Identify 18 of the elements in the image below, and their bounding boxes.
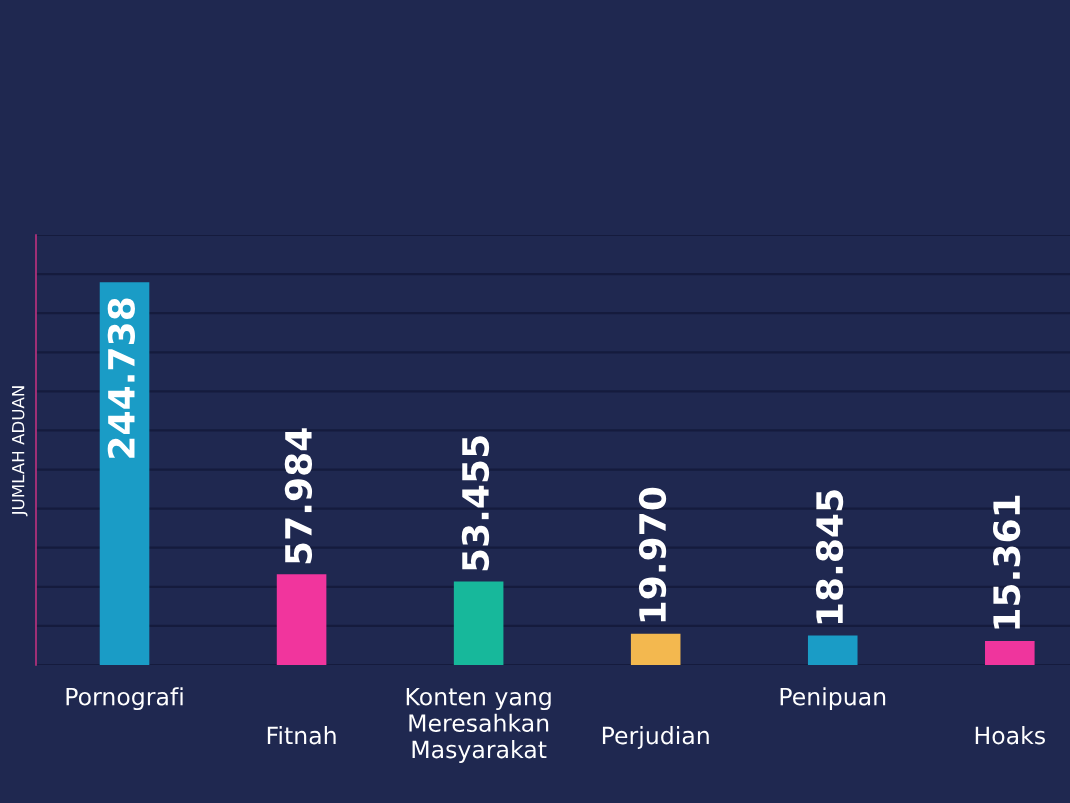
- data-label: 18.845: [815, 490, 844, 624]
- x-tick-label: Perjudian: [602, 726, 709, 749]
- bar: [630, 633, 681, 665]
- bar: [453, 581, 504, 665]
- x-tick-label: Konten yang Meresahkan Masyarakat: [406, 687, 551, 763]
- y-axis-title: JUMLAH ADUAN: [12, 386, 28, 517]
- bar: [276, 574, 327, 665]
- x-tick-label: Pornografi: [66, 687, 183, 711]
- data-label: 15.361: [992, 495, 1021, 629]
- x-tick-label: Hoaks: [975, 726, 1045, 745]
- x-tick-label: Fitnah: [267, 726, 336, 745]
- bar: [807, 635, 858, 665]
- data-label: 53.455: [461, 436, 490, 571]
- bar: [985, 640, 1035, 665]
- data-label: 244.738: [107, 298, 136, 458]
- data-label: 57.984: [284, 428, 313, 564]
- x-tick-label: Penipuan: [780, 687, 886, 711]
- data-label: 19.970: [638, 487, 667, 622]
